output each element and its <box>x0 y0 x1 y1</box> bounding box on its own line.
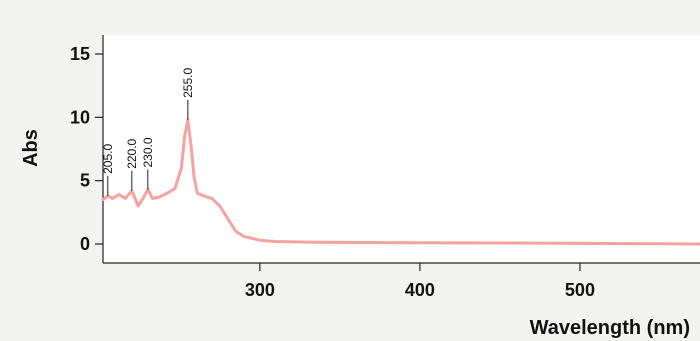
peak-label: 220.0 <box>125 138 139 168</box>
x-tick-label: 400 <box>405 280 435 300</box>
peak-label: 255.0 <box>181 68 195 98</box>
y-axis-title: Abs <box>20 129 42 167</box>
spectrum-line <box>101 118 700 246</box>
y-tick-label: 10 <box>70 107 90 127</box>
series-layer <box>101 118 700 246</box>
peak-annotations: 205.0 220.0 230.0 255.0 <box>101 68 195 196</box>
x-tick-label: 500 <box>565 280 595 300</box>
y-tick-label: 5 <box>80 171 90 191</box>
x-tick-label: 300 <box>245 280 275 300</box>
x-axis-title: Wavelength (nm) <box>530 317 690 339</box>
y-tick-label: 0 <box>80 234 90 254</box>
y-tick-label: 15 <box>70 44 90 64</box>
peak-label: 205.0 <box>101 144 115 174</box>
plot-area-background <box>103 35 700 263</box>
y-axis-ticks: 0 5 10 15 <box>70 44 103 254</box>
peak-label: 230.0 <box>141 137 155 167</box>
x-axis-ticks: 300 400 500 <box>245 263 595 300</box>
